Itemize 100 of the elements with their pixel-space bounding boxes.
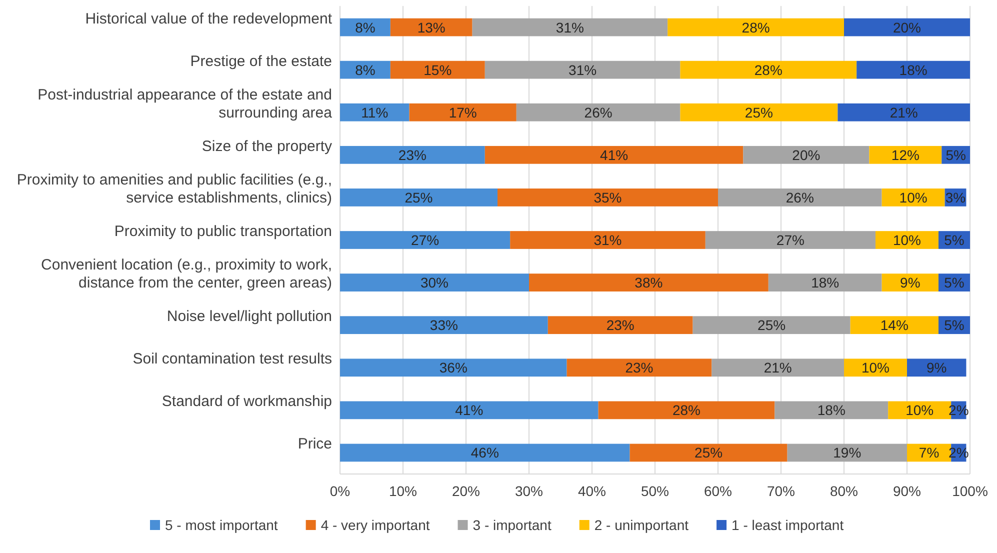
data-label: 5%: [944, 274, 964, 291]
data-label: 17%: [448, 104, 477, 120]
data-label: 28%: [672, 402, 701, 418]
data-label: 20%: [792, 146, 820, 163]
legend-label: 2 - unimportant: [594, 517, 689, 533]
bar: [774, 401, 888, 420]
data-label: 10%: [861, 360, 890, 376]
y-tick-label: Noise level/light pollution: [166, 308, 332, 326]
bar: [844, 358, 907, 377]
bar: [340, 188, 498, 206]
data-label: 5%: [944, 232, 964, 248]
bar: [718, 188, 882, 206]
x-tick-label: 90%: [892, 482, 922, 499]
data-label: 15%: [424, 62, 452, 78]
bar: [838, 103, 970, 122]
data-label: 31%: [594, 232, 622, 248]
bar: [882, 274, 938, 292]
bar: [340, 274, 529, 292]
data-label: 26%: [584, 104, 612, 120]
x-tick-label: 50%: [640, 482, 670, 499]
bar: [484, 146, 744, 164]
y-tick-label: Proximity to amenities and public facilities (e.g., service establishments, clinics): [16, 171, 332, 206]
bar: [472, 18, 668, 36]
data-label: 20%: [892, 19, 922, 36]
bar: [876, 231, 938, 249]
data-label: 10%: [892, 232, 922, 248]
bar: [907, 358, 966, 377]
data-label: 31%: [568, 62, 597, 78]
data-label: 5%: [944, 317, 964, 334]
data-label: 25%: [744, 104, 773, 120]
data-label: 9%: [900, 274, 920, 291]
y-tick-label: Historical value of the redevelopment: [85, 10, 333, 28]
data-label: 28%: [742, 19, 770, 36]
data-label: 30%: [420, 274, 449, 291]
bar: [692, 316, 850, 334]
bar: [340, 103, 410, 122]
data-label: 23%: [625, 360, 654, 376]
bar: [630, 444, 788, 462]
legend-label: 5 - most important: [165, 517, 278, 533]
data-label: 36%: [439, 360, 468, 376]
bar: [390, 60, 485, 79]
bar: [712, 358, 844, 377]
y-tick-label: Size of the property: [202, 138, 332, 155]
data-label: 26%: [786, 189, 814, 206]
data-label: 12%: [891, 146, 920, 163]
bar: [498, 188, 718, 206]
x-tick-label: 20%: [452, 482, 480, 499]
bar: [340, 231, 510, 249]
bar: [668, 18, 844, 36]
bar: [869, 146, 942, 164]
data-label: 25%: [758, 317, 786, 334]
bar: [340, 316, 548, 334]
bar: [705, 231, 876, 249]
data-label: 8%: [355, 19, 376, 36]
bar: [680, 60, 857, 79]
bar: [340, 444, 630, 462]
bar: [743, 146, 870, 164]
y-tick-label: Standard of workmanship: [162, 393, 332, 410]
bar: [484, 60, 680, 79]
data-label: 41%: [600, 146, 628, 163]
bar: [768, 274, 882, 292]
x-tick-label: 100%: [952, 482, 988, 499]
data-label: 10%: [906, 402, 934, 418]
data-label: 9%: [926, 360, 947, 376]
data-label: 23%: [398, 146, 426, 163]
bar: [510, 231, 706, 249]
bar: [340, 358, 567, 377]
bar: [516, 103, 680, 122]
data-label: 19%: [833, 444, 862, 461]
y-tick-label: Soil contamination test results: [132, 350, 332, 368]
data-label: 28%: [754, 62, 782, 78]
data-label: 5%: [946, 146, 966, 163]
data-label: 38%: [634, 274, 663, 291]
legend-label: 4 - very important: [320, 517, 430, 533]
bar: [548, 316, 693, 334]
data-label: 10%: [899, 189, 928, 206]
data-label: 18%: [899, 62, 928, 78]
y-tick-label: Prestige of the estate: [190, 52, 332, 70]
data-label: 3%: [945, 189, 966, 206]
x-tick-label: 10%: [388, 482, 418, 499]
y-tick-label: Price: [298, 436, 332, 453]
x-tick-label: 0%: [330, 482, 350, 499]
data-label: 21%: [890, 104, 918, 120]
data-label: 23%: [606, 317, 634, 334]
y-tick-label: Post-industrial appearance of the estate and surrounding area: [38, 86, 333, 122]
bar: [409, 103, 516, 122]
data-label: 21%: [764, 360, 792, 376]
data-label: 18%: [817, 402, 846, 418]
data-label: 18%: [811, 274, 840, 291]
bar: [529, 274, 768, 292]
x-tick-label: 80%: [830, 482, 858, 499]
data-label: 27%: [411, 232, 440, 248]
data-label: 8%: [355, 62, 376, 78]
data-label: 35%: [594, 189, 622, 206]
bar: [844, 18, 970, 36]
x-tick-label: 60%: [704, 482, 732, 499]
x-tick-label: 70%: [766, 482, 796, 499]
bar: [340, 401, 598, 420]
y-tick-label: Proximity to public transportation: [114, 223, 332, 240]
data-label: 25%: [694, 444, 723, 461]
